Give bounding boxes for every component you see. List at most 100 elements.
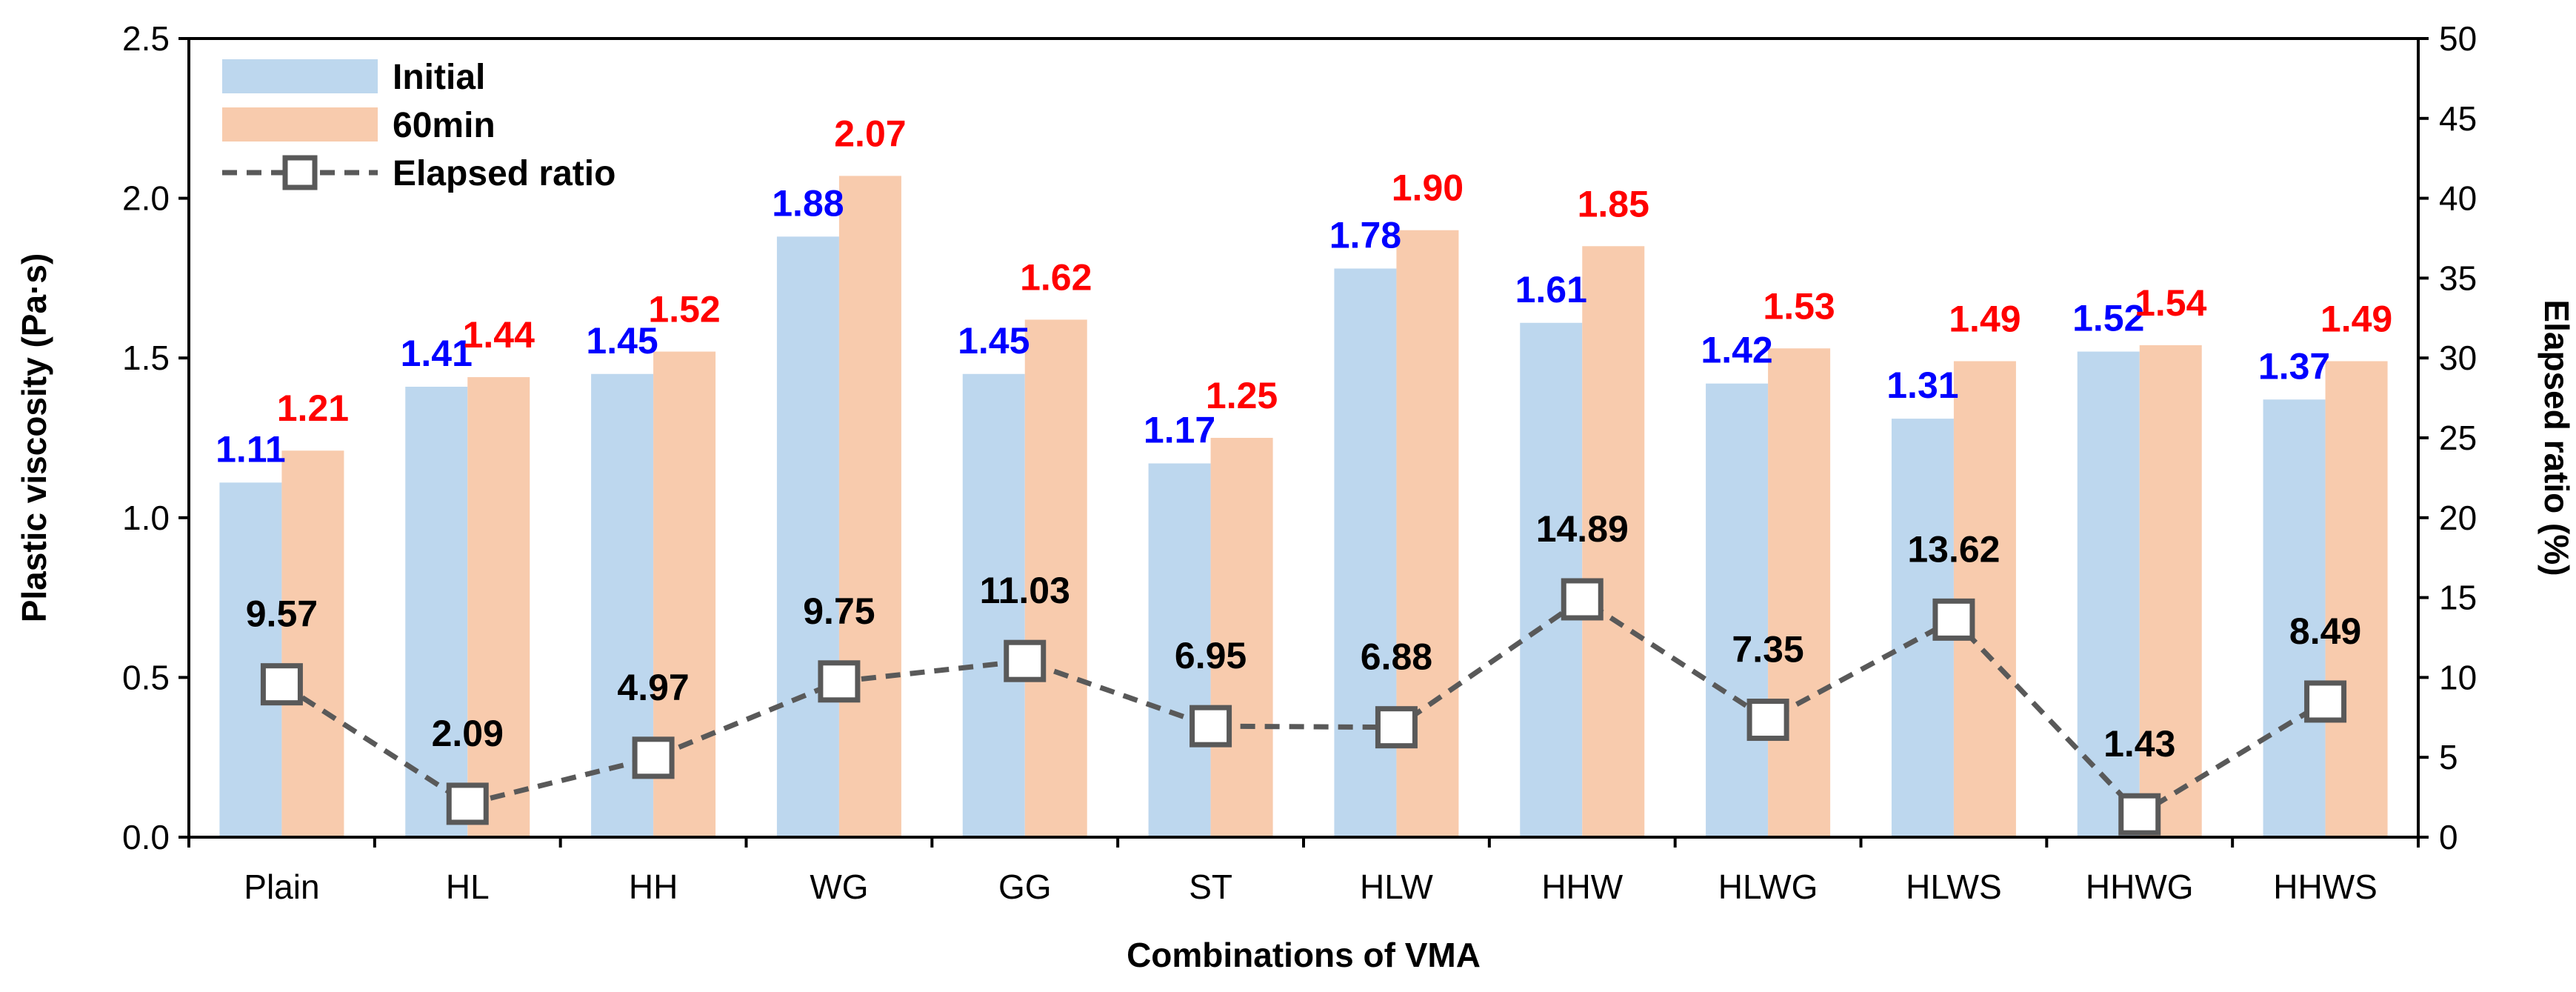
bar-initial — [2263, 399, 2326, 837]
legend-swatch-60min — [222, 107, 378, 142]
x-tick-label: HL — [446, 868, 490, 906]
y2-tick-label: 20 — [2439, 499, 2477, 537]
y2-tick-label: 50 — [2439, 19, 2477, 58]
data-label-elapsed-ratio: 2.09 — [432, 713, 504, 754]
y-tick-label: 2.0 — [122, 179, 170, 218]
elapsed-ratio-marker — [818, 660, 861, 703]
data-label-elapsed-ratio: 7.35 — [1732, 629, 1803, 670]
data-label-60min: 1.85 — [1578, 183, 1649, 224]
elapsed-ratio-marker — [1746, 699, 1789, 742]
data-label-initial: 1.61 — [1515, 269, 1587, 310]
y2-tick-label: 5 — [2439, 738, 2458, 776]
data-label-initial: 1.31 — [1886, 364, 1958, 406]
elapsed-ratio-marker — [2304, 680, 2347, 723]
bar-60min — [838, 176, 901, 837]
elapsed-ratio-marker — [1375, 706, 1418, 749]
elapsed-ratio-marker — [1561, 578, 1604, 621]
y-tick-label: 2.5 — [122, 19, 170, 58]
bar-initial — [776, 236, 839, 837]
bar-60min — [2325, 361, 2388, 838]
data-label-layer: 1.111.219.571.411.442.091.451.524.971.88… — [216, 113, 2392, 765]
bar-initial — [1334, 268, 1397, 837]
y2-tick-label: 25 — [2439, 419, 2477, 457]
elapsed-ratio-marker — [260, 663, 303, 706]
x-tick-label: GG — [998, 868, 1052, 906]
x-tick-label: HLWS — [1906, 868, 2002, 906]
y2-tick-label: 45 — [2439, 99, 2477, 138]
y2-tick-label: 35 — [2439, 259, 2477, 297]
legend: Initial 60min Elapsed ratio — [222, 58, 615, 193]
data-label-60min: 1.49 — [2320, 299, 2392, 340]
y2-tick-label: 40 — [2439, 179, 2477, 218]
bar-initial — [962, 373, 1025, 837]
y2-tick-label: 0 — [2439, 818, 2458, 856]
y-tick-label: 0.0 — [122, 818, 170, 856]
data-label-elapsed-ratio: 14.89 — [1536, 508, 1629, 550]
data-label-60min: 1.21 — [277, 387, 349, 429]
line-layer — [260, 578, 2347, 836]
x-tick-label: HHWG — [2086, 868, 2194, 906]
x-tick-label: Plain — [244, 868, 319, 906]
y2-tick-label: 15 — [2439, 579, 2477, 617]
x-tick-label: HLW — [1360, 868, 1433, 906]
data-label-elapsed-ratio: 4.97 — [617, 667, 689, 708]
y-axis-title: Plastic viscosity (Pa·s) — [15, 253, 53, 623]
data-label-elapsed-ratio: 9.57 — [246, 593, 318, 635]
data-label-elapsed-ratio: 6.95 — [1175, 635, 1247, 676]
data-label-60min: 2.07 — [834, 113, 906, 154]
bar-60min — [467, 377, 530, 837]
data-label-initial: 1.41 — [401, 333, 473, 374]
data-label-elapsed-ratio: 1.43 — [2103, 723, 2175, 765]
elapsed-ratio-marker — [1004, 639, 1047, 682]
data-label-60min: 1.52 — [648, 289, 720, 330]
data-label-initial: 1.42 — [1701, 330, 1772, 371]
data-label-initial: 1.45 — [586, 320, 658, 362]
data-label-60min: 1.44 — [463, 314, 535, 356]
legend-label-initial: Initial — [393, 58, 485, 97]
elapsed-ratio-marker — [1189, 705, 1232, 748]
legend-label-60min: 60min — [393, 106, 495, 145]
data-label-elapsed-ratio: 8.49 — [2289, 610, 2361, 652]
elapsed-ratio-marker — [1932, 598, 1975, 641]
y2-tick-label: 10 — [2439, 658, 2477, 696]
legend-label-elapsed-ratio: Elapsed ratio — [393, 154, 615, 193]
bar-60min — [2139, 344, 2202, 837]
data-label-elapsed-ratio: 9.75 — [803, 590, 875, 632]
bar-initial — [405, 387, 468, 837]
elapsed-ratio-line — [280, 596, 2327, 818]
bar-60min — [1210, 438, 1273, 837]
data-label-60min: 1.53 — [1763, 285, 1835, 327]
data-label-elapsed-ratio: 11.03 — [980, 570, 1070, 611]
bar-layer — [219, 176, 2388, 838]
x-axis-title: Combinations of VMA — [1127, 936, 1481, 974]
bar-60min — [281, 450, 344, 837]
x-tick-label: HH — [629, 868, 678, 906]
bar-60min — [1024, 319, 1087, 837]
data-label-initial: 1.88 — [772, 182, 844, 224]
bar-60min — [1582, 246, 1645, 837]
y2-axis-title: Elapsed ratio (%) — [2537, 299, 2576, 576]
y-tick-label: 1.5 — [122, 339, 170, 377]
y-tick-label: 0.5 — [122, 658, 170, 696]
bar-initial — [1706, 383, 1769, 837]
data-label-60min: 1.90 — [1392, 167, 1464, 209]
data-label-initial: 1.52 — [2072, 298, 2144, 339]
elapsed-ratio-marker — [632, 736, 675, 779]
data-label-initial: 1.17 — [1144, 409, 1215, 450]
elapsed-ratio-marker — [446, 782, 489, 825]
x-tick-label: ST — [1189, 868, 1232, 906]
data-label-elapsed-ratio: 6.88 — [1361, 636, 1432, 678]
data-label-60min: 1.25 — [1206, 375, 1278, 416]
data-label-60min: 1.62 — [1020, 256, 1092, 298]
x-tick-label: HHWS — [2273, 868, 2378, 906]
y-tick-label: 1.0 — [122, 499, 170, 537]
data-label-60min: 1.54 — [2135, 282, 2207, 324]
data-label-initial: 1.37 — [2258, 345, 2330, 387]
elapsed-ratio-marker — [2118, 793, 2161, 836]
legend-swatch-initial — [222, 59, 378, 93]
bar-60min — [1768, 348, 1831, 837]
data-label-initial: 1.11 — [216, 428, 286, 470]
data-label-elapsed-ratio: 13.62 — [1907, 528, 2000, 570]
data-label-initial: 1.45 — [958, 320, 1030, 362]
axes-layer: 0.0 0.5 1.0 1.5 2.0 2.5 0 5 10 15 20 25 30 35 40 45 50 Pl… — [122, 19, 2477, 906]
